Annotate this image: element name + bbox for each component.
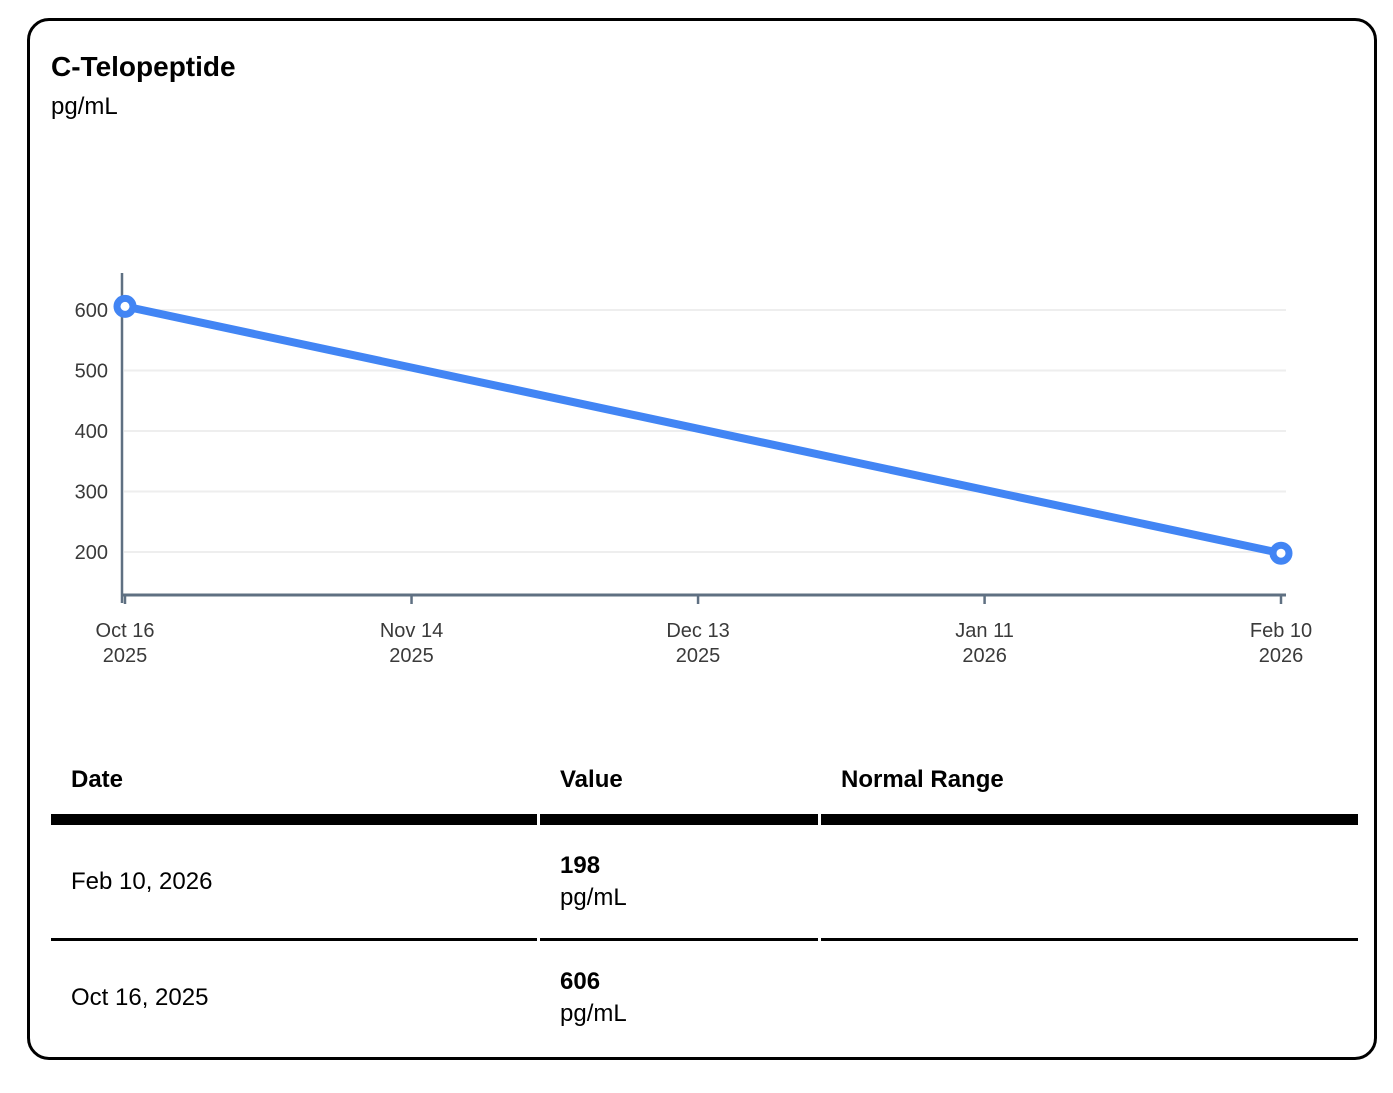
x-axis-tick-label: Feb 10 <box>1250 620 1312 642</box>
y-axis-tick-label: 200 <box>75 542 108 564</box>
result-value-unit: pg/mL <box>560 999 627 1027</box>
x-axis-tick-label: Jan 11 <box>955 620 1014 642</box>
result-value: 606 pg/mL <box>540 941 818 1054</box>
results-table: Date Value Normal Range Feb 10, 2026 198… <box>48 766 1361 1054</box>
table-row: Feb 10, 2026 198 pg/mL <box>51 825 1358 941</box>
trend-line <box>121 302 1285 558</box>
result-trend-card: Oct 16 2025 Nov 14 2025 Dec 13 2025 Jan 11 2026… <box>27 18 1377 1060</box>
result-date: Oct 16, 2025 <box>71 983 209 1011</box>
result-value-number: 198 <box>560 852 601 880</box>
y-axis-tick-label: 300 <box>75 482 108 504</box>
x-axis-tick-label: Dec 13 <box>666 620 729 642</box>
result-value-number: 606 <box>560 968 601 996</box>
data-point-marker <box>1269 541 1293 565</box>
trend-chart: Oct 16 2025 Nov 14 2025 Dec 13 2025 Jan 11 2026… <box>30 21 1374 711</box>
data-point-marker <box>113 294 137 318</box>
result-normal-range <box>821 941 1358 1054</box>
x-axis-tick-label-year: 2025 <box>103 645 148 667</box>
page-title: C-Telopeptide <box>51 51 236 82</box>
y-axis-tick-label: 500 <box>75 361 108 383</box>
table-row: Oct 16, 2025 606 pg/mL <box>51 941 1358 1054</box>
result-value-unit: pg/mL <box>560 883 627 911</box>
x-axis-tick-label-year: 2026 <box>1259 645 1304 667</box>
column-header-date: Date <box>51 766 537 825</box>
x-axis-tick-label: Nov 14 <box>380 620 443 642</box>
trend-chart-svg: Oct 16 2025 Nov 14 2025 Dec 13 2025 Jan 11 2026… <box>75 273 1312 667</box>
result-date: Feb 10, 2026 <box>51 825 537 941</box>
table-header-row: Date Value Normal Range <box>51 766 1358 825</box>
result-value: 198 pg/mL <box>540 825 818 941</box>
x-axis-tick-label-year: 2025 <box>389 645 434 667</box>
result-normal-range <box>821 825 1358 941</box>
unit-label: pg/mL <box>51 93 118 120</box>
column-header-normal-range: Normal Range <box>821 766 1358 825</box>
x-axis-tick-label-year: 2025 <box>676 645 721 667</box>
x-axis-tick-label: Oct 16 <box>96 620 155 642</box>
y-axis-tick-label: 400 <box>75 421 108 443</box>
x-axis-tick-label-year: 2026 <box>962 645 1007 667</box>
column-header-value: Value <box>540 766 818 825</box>
y-axis-tick-label: 600 <box>75 300 108 322</box>
